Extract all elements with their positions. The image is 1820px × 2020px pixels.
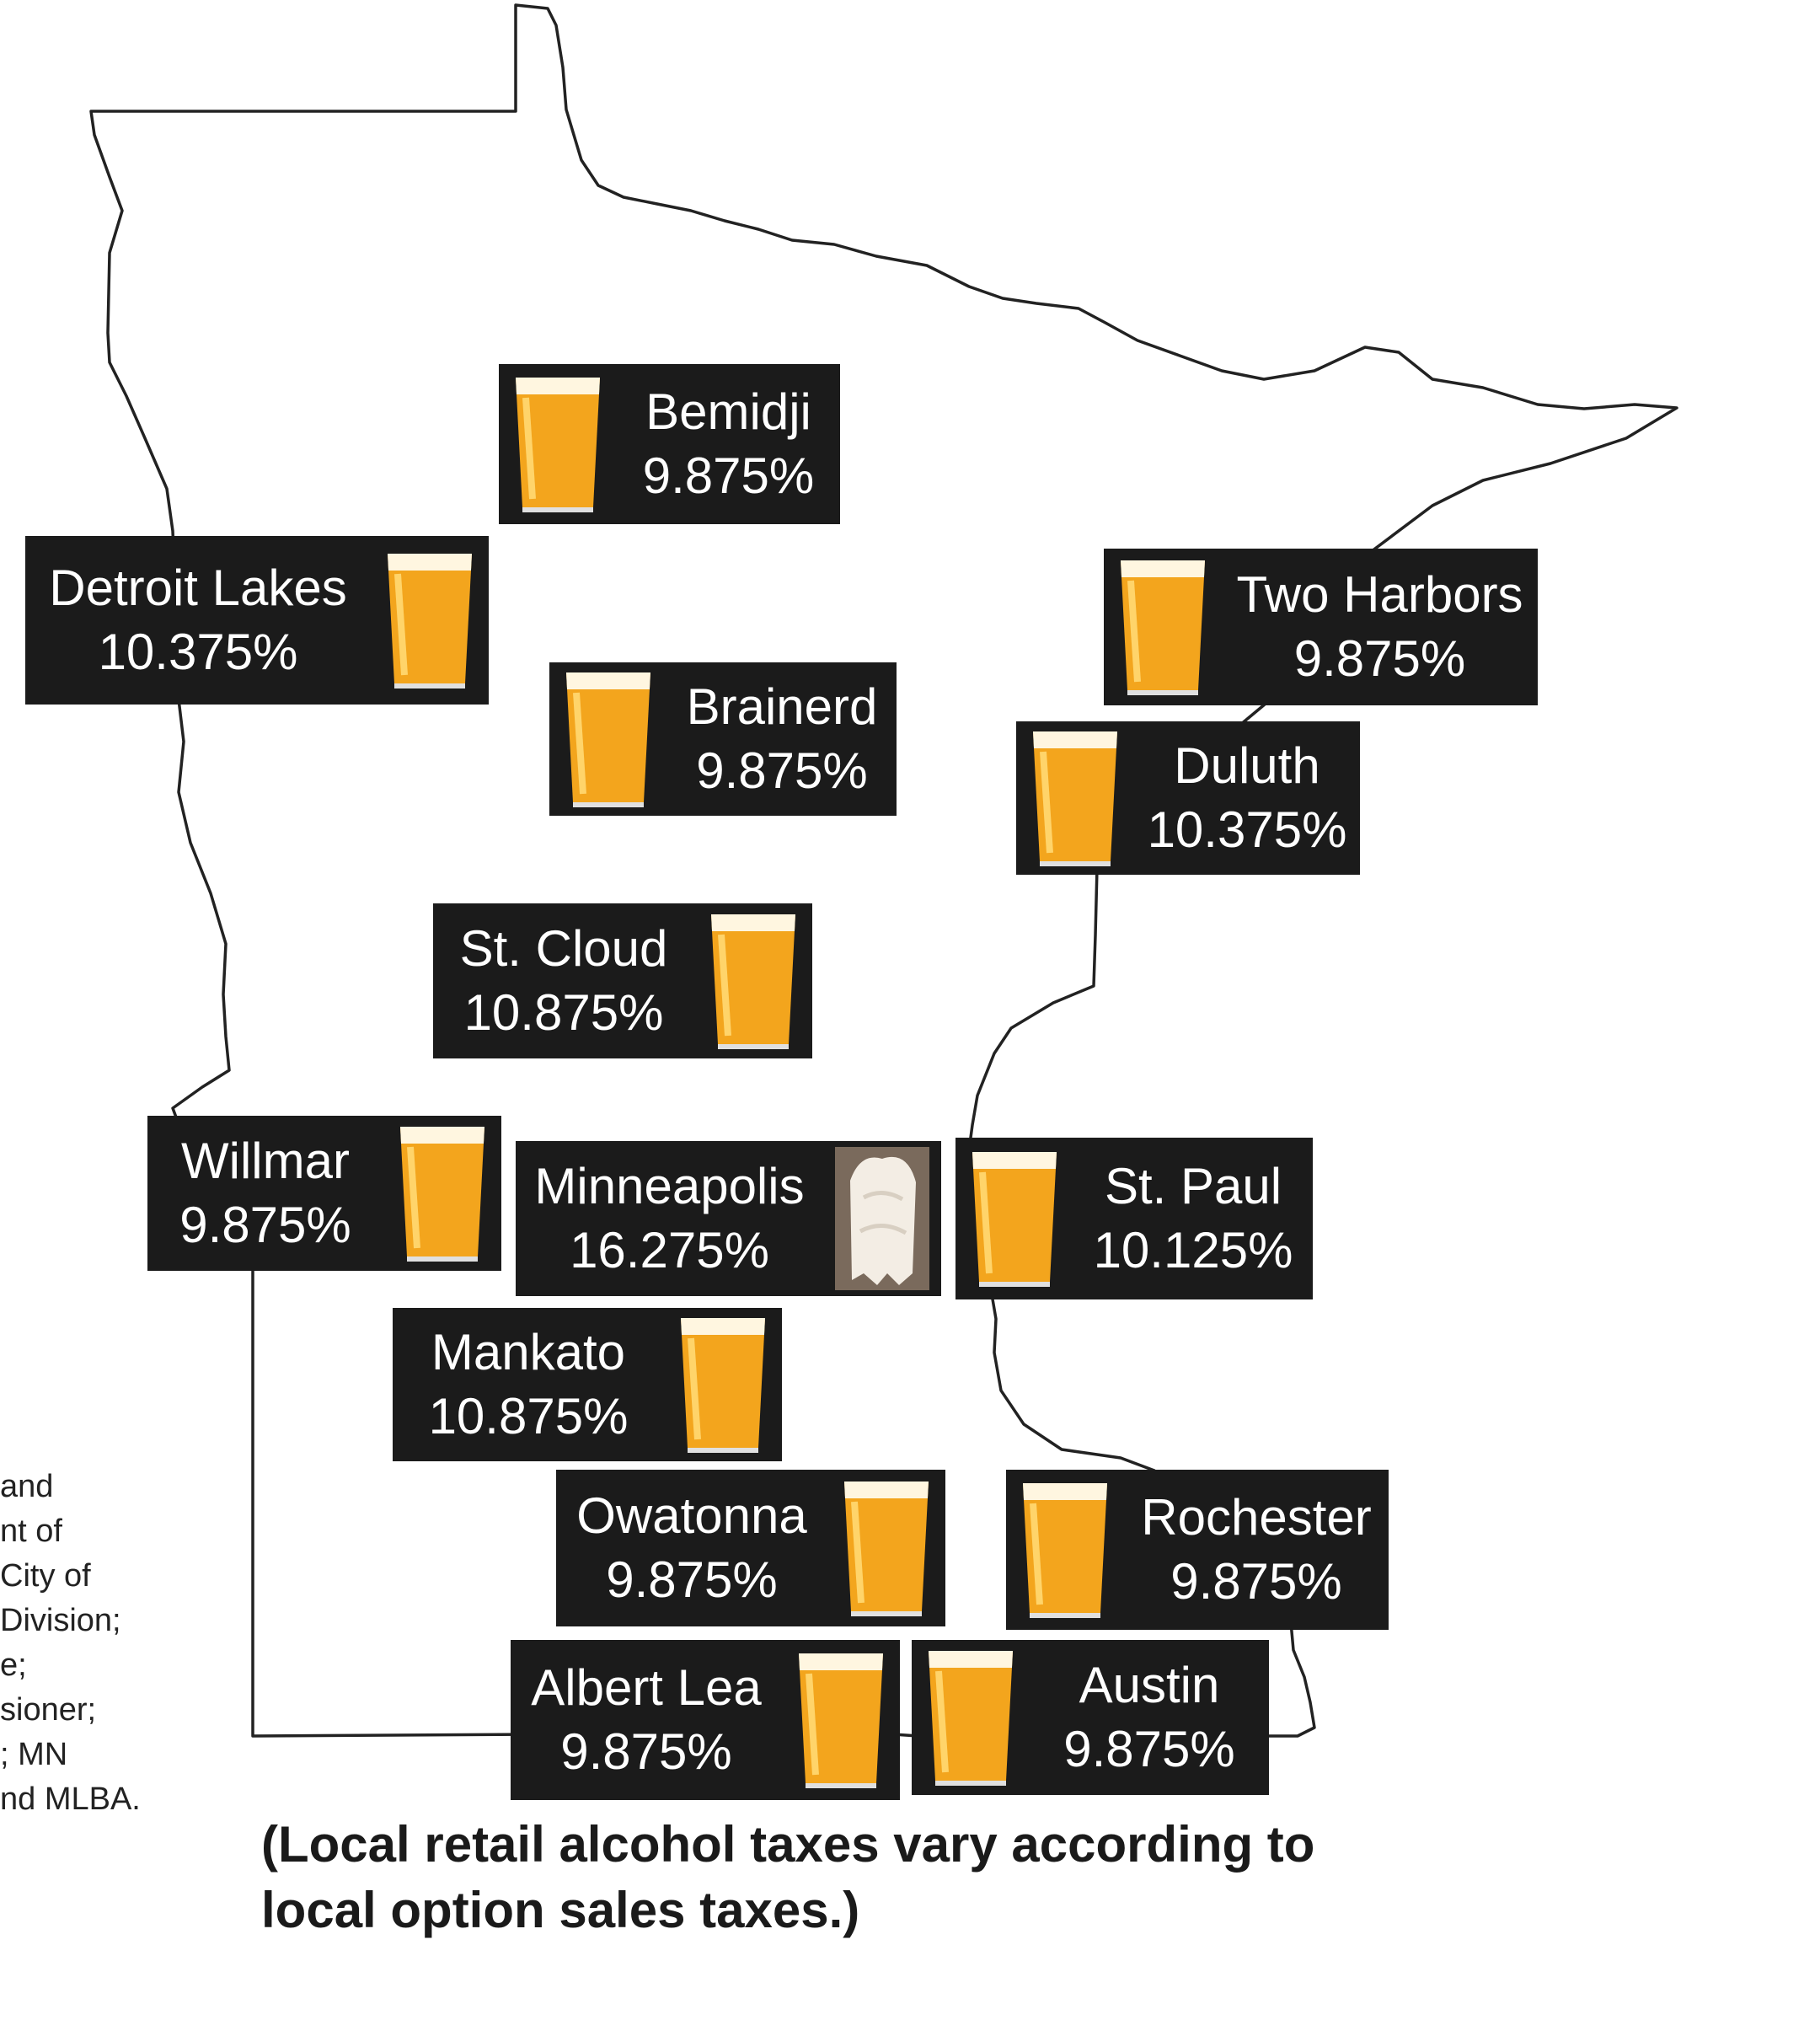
city-name: Detroit Lakes: [49, 560, 347, 616]
tax-rate: 10.875%: [428, 1388, 629, 1444]
beer-glass-icon: [1018, 1478, 1112, 1621]
city-name: Minneapolis: [534, 1158, 805, 1214]
credit-line: Division;: [0, 1603, 121, 1638]
city-name: Willmar: [181, 1133, 350, 1189]
city-label-rochester: Rochester 9.875%: [1006, 1470, 1389, 1630]
city-name: Austin: [1079, 1657, 1220, 1713]
foam-glass-icon: [835, 1147, 929, 1290]
beer-glass-icon: [839, 1476, 934, 1620]
city-name: Duluth: [1174, 737, 1320, 794]
beer-glass-icon: [1116, 555, 1210, 699]
tax-rate: 9.875%: [606, 1551, 778, 1608]
beer-glass-icon: [511, 372, 605, 516]
tax-rate: 9.875%: [1170, 1553, 1342, 1610]
city-label-mankato: Mankato 10.875%: [393, 1308, 782, 1461]
tax-rate: 16.275%: [570, 1222, 769, 1278]
city-label-st-paul: St. Paul 10.125%: [956, 1138, 1313, 1299]
city-name: Mankato: [431, 1324, 626, 1380]
credit-line: and: [0, 1469, 54, 1504]
tax-rate: 10.125%: [1093, 1222, 1293, 1278]
tax-rate: 9.875%: [1293, 630, 1466, 687]
tax-rate: 9.875%: [696, 742, 868, 799]
city-name: Owatonna: [576, 1487, 807, 1544]
tax-rate: 9.875%: [642, 447, 815, 504]
city-label-owatonna: Owatonna 9.875%: [556, 1470, 945, 1626]
city-name: Rochester: [1141, 1489, 1372, 1546]
beer-glass-icon: [967, 1147, 1062, 1290]
tax-rate: 9.875%: [179, 1197, 351, 1253]
beer-glass-icon: [923, 1646, 1018, 1789]
beer-glass-icon: [383, 549, 477, 692]
city-label-duluth: Duluth 10.375%: [1016, 721, 1360, 875]
tax-rate: 10.375%: [1147, 801, 1347, 858]
beer-glass-icon: [676, 1313, 770, 1456]
beer-glass-icon: [561, 667, 656, 811]
credit-line: ; MN: [0, 1737, 68, 1772]
tax-rate: 9.875%: [560, 1723, 732, 1780]
city-name: St. Paul: [1104, 1158, 1282, 1214]
city-name: Two Harbors: [1236, 566, 1523, 623]
city-name: St. Cloud: [459, 920, 668, 977]
credit-line: nd MLBA.: [0, 1782, 141, 1817]
credit-line: nt of: [0, 1514, 62, 1549]
footnote-line: (Local retail alcohol taxes vary accordi…: [261, 1816, 1315, 1873]
city-label-albert-lea: Albert Lea 9.875%: [511, 1640, 900, 1800]
city-label-st-cloud: St. Cloud 10.875%: [433, 903, 812, 1058]
map-footnote: (Local retail alcohol taxes vary accordi…: [261, 1812, 1458, 1943]
city-label-bemidji: Bemidji 9.875%: [499, 364, 840, 524]
city-label-austin: Austin 9.875%: [912, 1640, 1269, 1795]
beer-glass-icon: [395, 1122, 490, 1265]
credit-line: sioner;: [0, 1692, 97, 1728]
city-label-detroit-lakes: Detroit Lakes 10.375%: [25, 536, 489, 705]
beer-glass-icon: [1028, 726, 1122, 870]
tax-rate: 10.875%: [463, 984, 664, 1041]
city-name: Bemidji: [645, 383, 811, 440]
city-label-brainerd: Brainerd 9.875%: [549, 662, 897, 816]
beer-glass-icon: [706, 909, 800, 1053]
city-name: Brainerd: [686, 678, 878, 735]
city-name: Albert Lea: [531, 1659, 762, 1716]
city-label-minneapolis: Minneapolis 16.275%: [516, 1141, 941, 1296]
city-label-two-harbors: Two Harbors 9.875%: [1104, 549, 1538, 705]
city-label-willmar: Willmar 9.875%: [147, 1116, 501, 1271]
tax-rate: 9.875%: [1063, 1721, 1235, 1777]
credit-line: e;: [0, 1648, 27, 1683]
footnote-line: local option sales taxes.): [261, 1882, 860, 1938]
credit-line: City of: [0, 1558, 91, 1594]
beer-glass-icon: [794, 1648, 888, 1792]
source-credits: and nt of City of Division; e; sioner; ;…: [0, 1465, 160, 1822]
tax-rate: 10.375%: [98, 624, 298, 680]
